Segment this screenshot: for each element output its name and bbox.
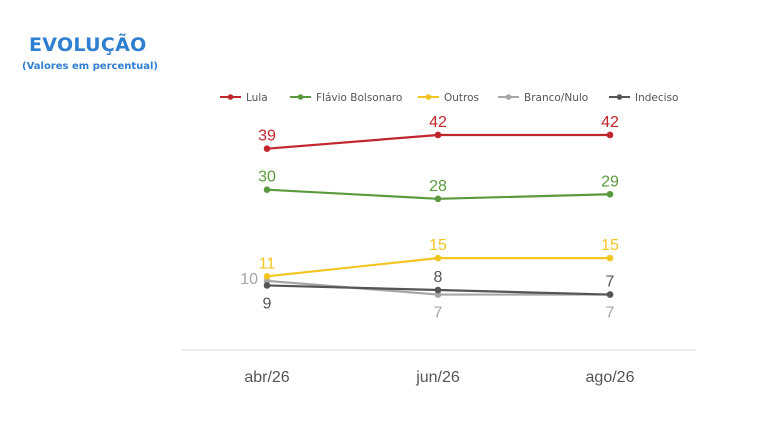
legend-marker-branco-nulo (505, 94, 512, 100)
x-tick-label: ago/26 (586, 369, 635, 386)
legend-marker-lula (227, 94, 234, 100)
legend-label-outros: Outros (444, 92, 479, 104)
legend-label-flavio-bolsonaro: Flávio Bolsonaro (316, 92, 402, 104)
data-label-branco-nulo: 7 (606, 305, 615, 322)
legend-label-lula: Lula (246, 92, 268, 104)
data-label-indeciso: 7 (606, 274, 615, 291)
data-point-branco-nulo (263, 277, 271, 285)
data-point-flavio-bolsonaro (263, 186, 271, 193)
chart-title: EVOLUÇÃO (29, 34, 147, 56)
data-label-indeciso: 9 (263, 295, 272, 312)
legend-marker-indeciso (616, 94, 623, 100)
data-point-flavio-bolsonaro (606, 190, 614, 198)
legend-marker-flavio-bolsonaro (297, 94, 304, 100)
data-point-indeciso (434, 286, 442, 294)
data-point-branco-nulo (434, 291, 442, 298)
data-label-lula: 42 (601, 114, 619, 131)
data-label-indeciso: 8 (434, 269, 443, 286)
data-label-branco-nulo: 7 (434, 305, 443, 322)
chart-subtitle: (Valores em percentual) (22, 61, 158, 72)
legend-marker-outros (425, 94, 432, 100)
data-point-outros (606, 254, 614, 262)
legend-label-indeciso: Indeciso (635, 92, 678, 104)
legend: Lula Flávio Bolsonaro Outros Branco/Nulo Ind… (220, 92, 678, 104)
data-point-lula (263, 145, 271, 152)
data-label-outros: 11 (259, 255, 276, 272)
data-point-lula (606, 131, 614, 139)
data-point-flavio-bolsonaro (434, 195, 442, 203)
x-tick-label: jun/26 (415, 369, 460, 386)
data-label-layer: 39 42 42 30 28 29 11 15 15 10 7 7 9 8 7 (240, 114, 619, 322)
data-label-flavio-bolsonaro: 30 (258, 169, 276, 186)
x-tick-label: abr/26 (244, 369, 289, 386)
series-layer (263, 131, 614, 298)
data-label-outros: 15 (429, 237, 447, 254)
data-point-outros (434, 254, 442, 262)
data-label-branco-nulo: 10 (240, 271, 258, 288)
data-label-flavio-bolsonaro: 29 (601, 173, 619, 190)
legend-label-branco-nulo: Branco/Nulo (524, 92, 588, 104)
data-point-outros (263, 273, 271, 280)
x-tick-layer: abr/26 jun/26 ago/26 (244, 369, 634, 386)
data-label-lula: 39 (258, 128, 276, 145)
data-label-flavio-bolsonaro: 28 (429, 178, 447, 195)
data-point-indeciso (606, 291, 614, 298)
data-point-lula (434, 131, 442, 139)
data-label-lula: 42 (429, 114, 447, 131)
data-point-indeciso (263, 282, 271, 289)
data-label-outros: 15 (601, 237, 619, 254)
